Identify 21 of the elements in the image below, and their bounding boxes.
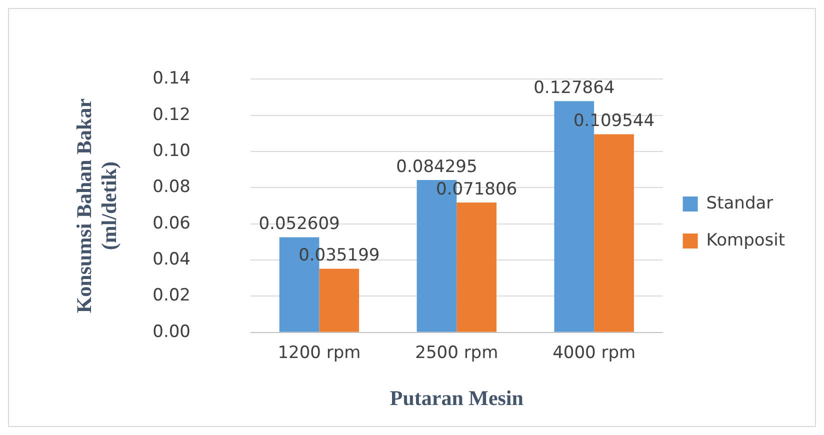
y-tick-label: 0.10 — [152, 140, 190, 161]
y-tick-label: 0.08 — [152, 177, 190, 198]
x-tick-label: 1200 rpm — [278, 343, 361, 364]
data-label: 0.127864 — [534, 78, 615, 98]
data-label: 0.084295 — [396, 156, 478, 177]
bar — [594, 134, 634, 332]
y-tick-label: 0.02 — [152, 286, 190, 306]
y-axis-title: Konsumsi Bahan Bakar (ml/detik) — [72, 98, 122, 314]
x-tick-label: 4000 rpm — [552, 343, 636, 364]
y-tick-label: 0.04 — [152, 249, 190, 270]
legend-label: Komposit — [706, 230, 786, 250]
y-tick-label: 0.14 — [152, 68, 190, 89]
y-tick-label: 0.12 — [152, 104, 190, 125]
x-tick-label: 2500 rpm — [415, 343, 498, 364]
y-tick-label: 0.00 — [152, 322, 190, 342]
x-axis-title: Putaran Mesin — [390, 386, 524, 410]
bar — [456, 202, 497, 332]
y-tick-label: 0.06 — [152, 213, 190, 234]
legend-label: Standar — [706, 193, 774, 214]
bar — [319, 268, 360, 332]
data-label: 0.052609 — [258, 214, 340, 234]
